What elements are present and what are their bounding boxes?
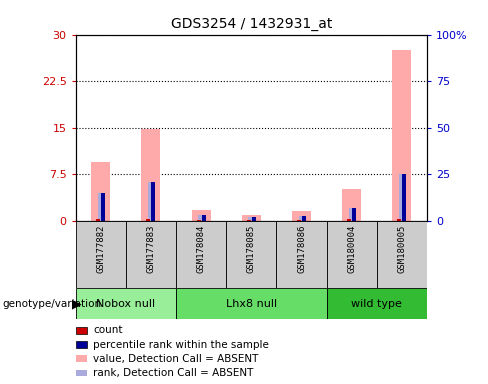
Bar [352,209,356,221]
Bar [202,215,205,221]
Bar [377,221,427,288]
Text: genotype/variation: genotype/variation [2,299,102,309]
Bar [242,215,261,221]
Bar [403,174,407,221]
Bar [326,288,427,319]
Text: rank, Detection Call = ABSENT: rank, Detection Call = ABSENT [93,368,254,378]
Text: GSM180004: GSM180004 [347,224,356,273]
Text: Lhx8 null: Lhx8 null [226,299,277,309]
Bar [142,129,161,221]
Bar [197,220,201,221]
Text: count: count [93,325,122,336]
Bar [302,216,306,221]
Bar [347,219,351,221]
Bar [399,174,405,221]
Bar [91,162,110,221]
Text: GSM180005: GSM180005 [397,224,407,273]
Title: GDS3254 / 1432931_at: GDS3254 / 1432931_at [171,17,332,31]
Text: value, Detection Call = ABSENT: value, Detection Call = ABSENT [93,354,259,364]
Bar [76,341,87,348]
Bar [252,217,256,221]
Text: GSM177883: GSM177883 [146,224,156,273]
Bar [248,217,254,221]
Bar [342,189,361,221]
Text: percentile rank within the sample: percentile rank within the sample [93,339,269,350]
Text: wild type: wild type [351,299,402,309]
Bar [299,216,305,221]
Bar [198,215,204,221]
Text: GSM178085: GSM178085 [247,224,256,273]
Text: GSM178086: GSM178086 [297,224,306,273]
Bar [349,209,355,221]
Bar [148,182,154,221]
Bar [76,288,176,319]
Bar [247,220,251,221]
Bar [226,221,276,288]
Bar [96,219,100,221]
Bar [392,50,411,221]
Bar [76,356,87,362]
Bar [76,327,87,334]
Bar [297,220,301,221]
Text: GSM177882: GSM177882 [96,224,105,273]
Bar [176,288,326,319]
Bar [397,219,402,221]
Bar [292,211,311,221]
Bar [326,221,377,288]
Bar [101,193,105,221]
Bar [192,210,211,221]
Text: ▶: ▶ [72,297,82,310]
Text: Nobox null: Nobox null [96,299,155,309]
Bar [76,221,126,288]
Bar [126,221,176,288]
Bar [276,221,326,288]
Bar [176,221,226,288]
Text: GSM178084: GSM178084 [197,224,205,273]
Bar [98,193,104,221]
Bar [151,182,156,221]
Bar [146,219,150,221]
Bar [76,370,87,376]
